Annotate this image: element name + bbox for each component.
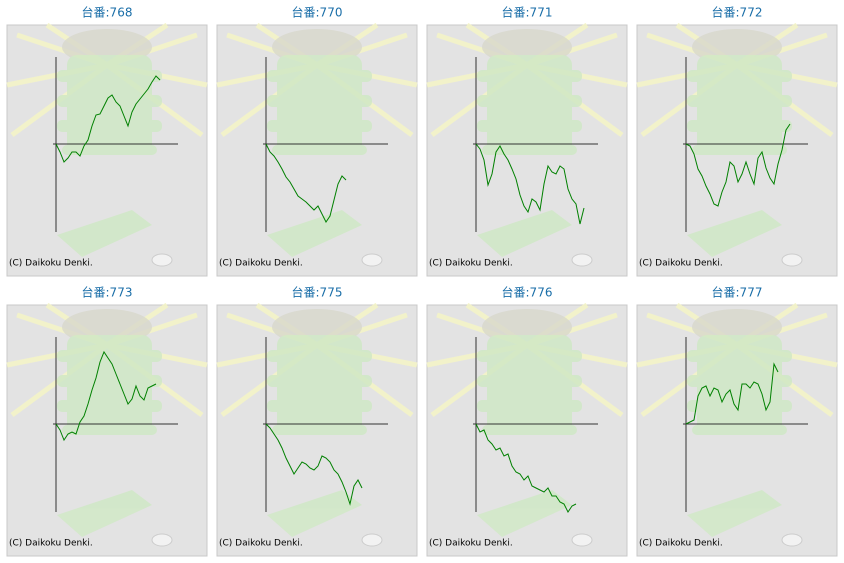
credit: (C) Daikoku Denki. [639,259,723,269]
panel-background [637,25,837,276]
chart-title: 台番:772 [712,5,763,20]
panel-background [217,305,417,556]
credit: (C) Daikoku Denki. [219,539,303,549]
credit: (C) Daikoku Denki. [429,259,513,269]
data-line [475,423,577,513]
chart-title: 台番:773 [82,285,133,300]
panel-background [7,305,207,556]
panel-background [427,25,627,276]
data-line [265,143,347,223]
credit: (C) Daikoku Denki. [219,259,303,269]
credit: (C) Daikoku Denki. [9,539,93,549]
chart-title: 台番:776 [502,285,553,300]
data-line [265,423,363,506]
credit: (C) Daikoku Denki. [429,539,513,549]
panel-background [427,305,627,556]
chart-title: 台番:770 [292,5,343,20]
chart-title: 台番:777 [712,285,763,300]
data-line [685,123,791,207]
data-line [55,75,161,163]
chart-title: 台番:771 [502,5,553,20]
credit: (C) Daikoku Denki. [639,539,723,549]
panel-background [7,25,207,276]
panel-background [217,25,417,276]
chart-title: 台番:775 [292,285,343,300]
panel-background [637,305,837,556]
panels: 台番:768 (C) Daikoku Denki. 台番:770 (C) Daikok… [7,5,837,557]
data-line [55,350,157,442]
data-line [475,143,585,225]
credit: (C) Daikoku Denki. [9,259,93,269]
chart-title: 台番:768 [82,5,133,20]
data-line [685,362,779,425]
